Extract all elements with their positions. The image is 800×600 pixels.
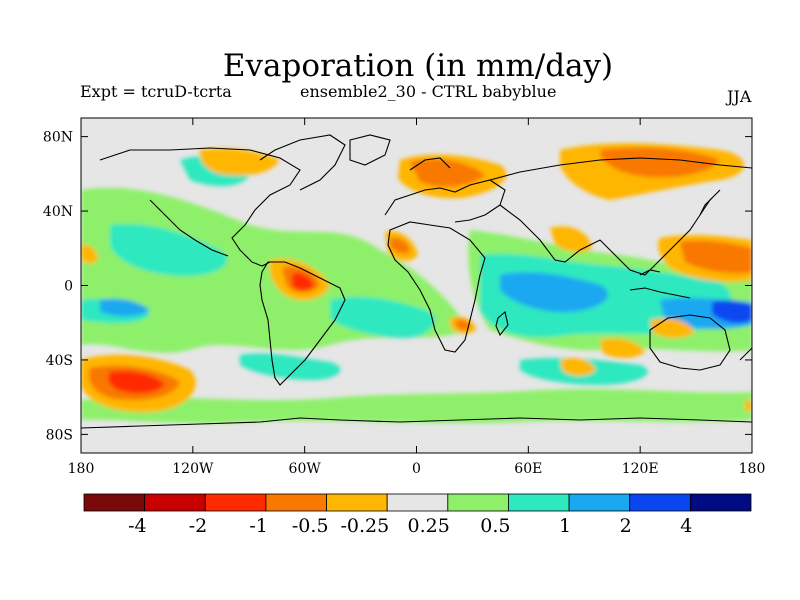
x-tick-label: 120E	[622, 461, 659, 477]
y-tick-label: 80N	[43, 130, 73, 146]
colorbar: -4 -2 -1 -0.5 -0.25 0.25 0.5 1 2 4	[83, 493, 752, 537]
coastlines	[81, 134, 752, 429]
colorbar-swatch	[629, 493, 691, 512]
colorbar-level-label: -0.5	[292, 515, 329, 537]
y-tick-label: 40N	[43, 204, 73, 220]
colorbar-level-label: -1	[249, 515, 268, 537]
y-tick-label: 0	[64, 279, 73, 295]
x-tick-label: 0	[412, 461, 421, 477]
colorbar-level-label: 2	[620, 515, 632, 537]
experiment-label: Expt = tcruD-tcrta	[80, 82, 232, 101]
colorbar-swatch	[326, 493, 388, 512]
colorbar-swatch	[83, 493, 146, 512]
ensemble-label: ensemble2_30 - CTRL babyblue	[300, 82, 557, 101]
colorbar-swatch	[265, 493, 327, 512]
x-tick-label: 60E	[514, 461, 542, 477]
x-tick-label: 180	[68, 461, 95, 477]
map-field	[81, 118, 752, 453]
x-tick-label: 120W	[172, 461, 214, 477]
colorbar-level-label: -2	[189, 515, 208, 537]
colorbar-swatch	[447, 493, 509, 512]
x-axis: 180 120W 60W 0 60E 120E 180	[68, 118, 766, 477]
colorbar-swatch	[144, 493, 206, 512]
anomaly-field	[81, 143, 752, 424]
colorbar-swatch	[689, 493, 752, 512]
colorbar-swatch	[204, 493, 267, 512]
colorbar-swatch	[386, 493, 449, 512]
colorbar-level-label: 4	[680, 515, 692, 537]
x-tick-label: 180	[739, 461, 766, 477]
colorbar-level-label: 0.25	[408, 515, 450, 537]
colorbar-level-label: 1	[559, 515, 571, 537]
colorbar-level-label: -4	[128, 515, 147, 537]
chart-title: Evaporation (in mm/day)	[222, 48, 614, 84]
y-tick-label: 40S	[46, 353, 73, 369]
colorbar-level-label: -0.25	[340, 515, 389, 537]
season-label: JJA	[727, 87, 752, 106]
y-tick-label: 80S	[46, 427, 73, 443]
colorbar-swatch	[568, 493, 631, 512]
colorbar-level-label: 0.5	[480, 515, 510, 537]
colorbar-swatch	[508, 493, 570, 512]
y-axis: 80N 40N 0 40S 80S	[43, 130, 752, 443]
x-tick-label: 60W	[289, 461, 322, 477]
